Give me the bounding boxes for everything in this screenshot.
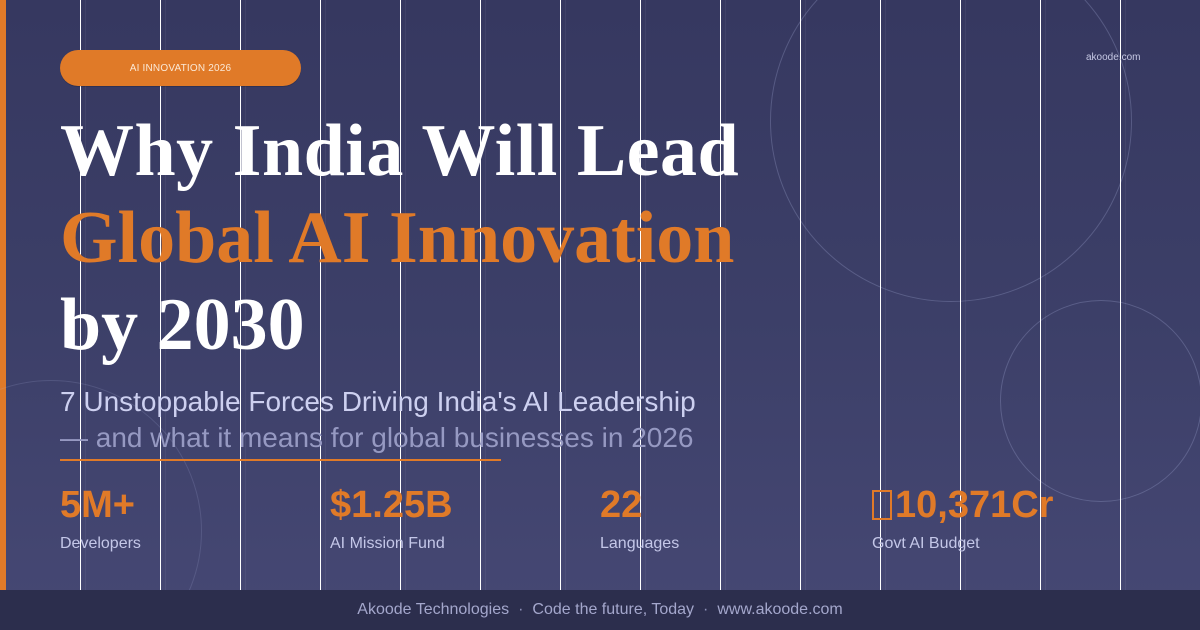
footer-separator: · [703,601,709,618]
headline-line-2-highlight: Global AI Innovation [60,197,735,279]
currency-missing-glyph-icon [872,490,892,520]
footer: Akoode Technologies · Code the future, T… [0,590,1200,630]
headline-line-3: by 2030 [60,284,305,366]
decorative-circle-small [1000,300,1200,502]
grid-line [800,0,801,590]
stat-value-row: 10,371Cr [872,484,1053,526]
subtitle-line-1: 7 Unstoppable Forces Driving India's AI … [60,386,696,417]
stat-value: 5M+ [60,484,135,526]
stat-label: Developers [60,535,141,552]
footer-tagline: Code the future, Today [532,601,695,618]
stat-value: 22 [600,484,643,526]
stat-govt-ai-budget: 10,371Cr Govt AI Budget [872,484,1053,554]
stat-value: 10,371Cr [895,484,1054,526]
stat-ai-mission-fund: $1.25B AI Mission Fund [330,484,453,554]
footer-company: Akoode Technologies [357,601,510,618]
stat-developers: 5M+ Developers [60,484,141,554]
stat-label: AI Mission Fund [330,535,445,552]
footer-separator: · [518,601,524,618]
subtitle-line-2: — and what it means for global businesse… [60,422,694,453]
grid-line [1120,0,1121,590]
subtitle: 7 Unstoppable Forces Driving India's AI … [60,384,696,456]
stat-languages: 22 Languages [600,484,679,554]
headline: Why India Will Lead Global AI Innovation… [60,108,739,369]
domain-label: akoode.com [1086,52,1141,63]
stat-value: $1.25B [330,484,453,526]
stat-label: Languages [600,535,680,552]
footer-website-link[interactable]: www.akoode.com [717,601,843,618]
divider-rule [60,459,501,461]
stat-label: Govt AI Budget [872,535,980,552]
left-accent-bar [0,0,6,590]
decorative-circle-large [770,0,1132,302]
headline-line-1: Why India Will Lead [60,110,740,192]
category-badge: AI INNOVATION 2026 [60,50,301,86]
